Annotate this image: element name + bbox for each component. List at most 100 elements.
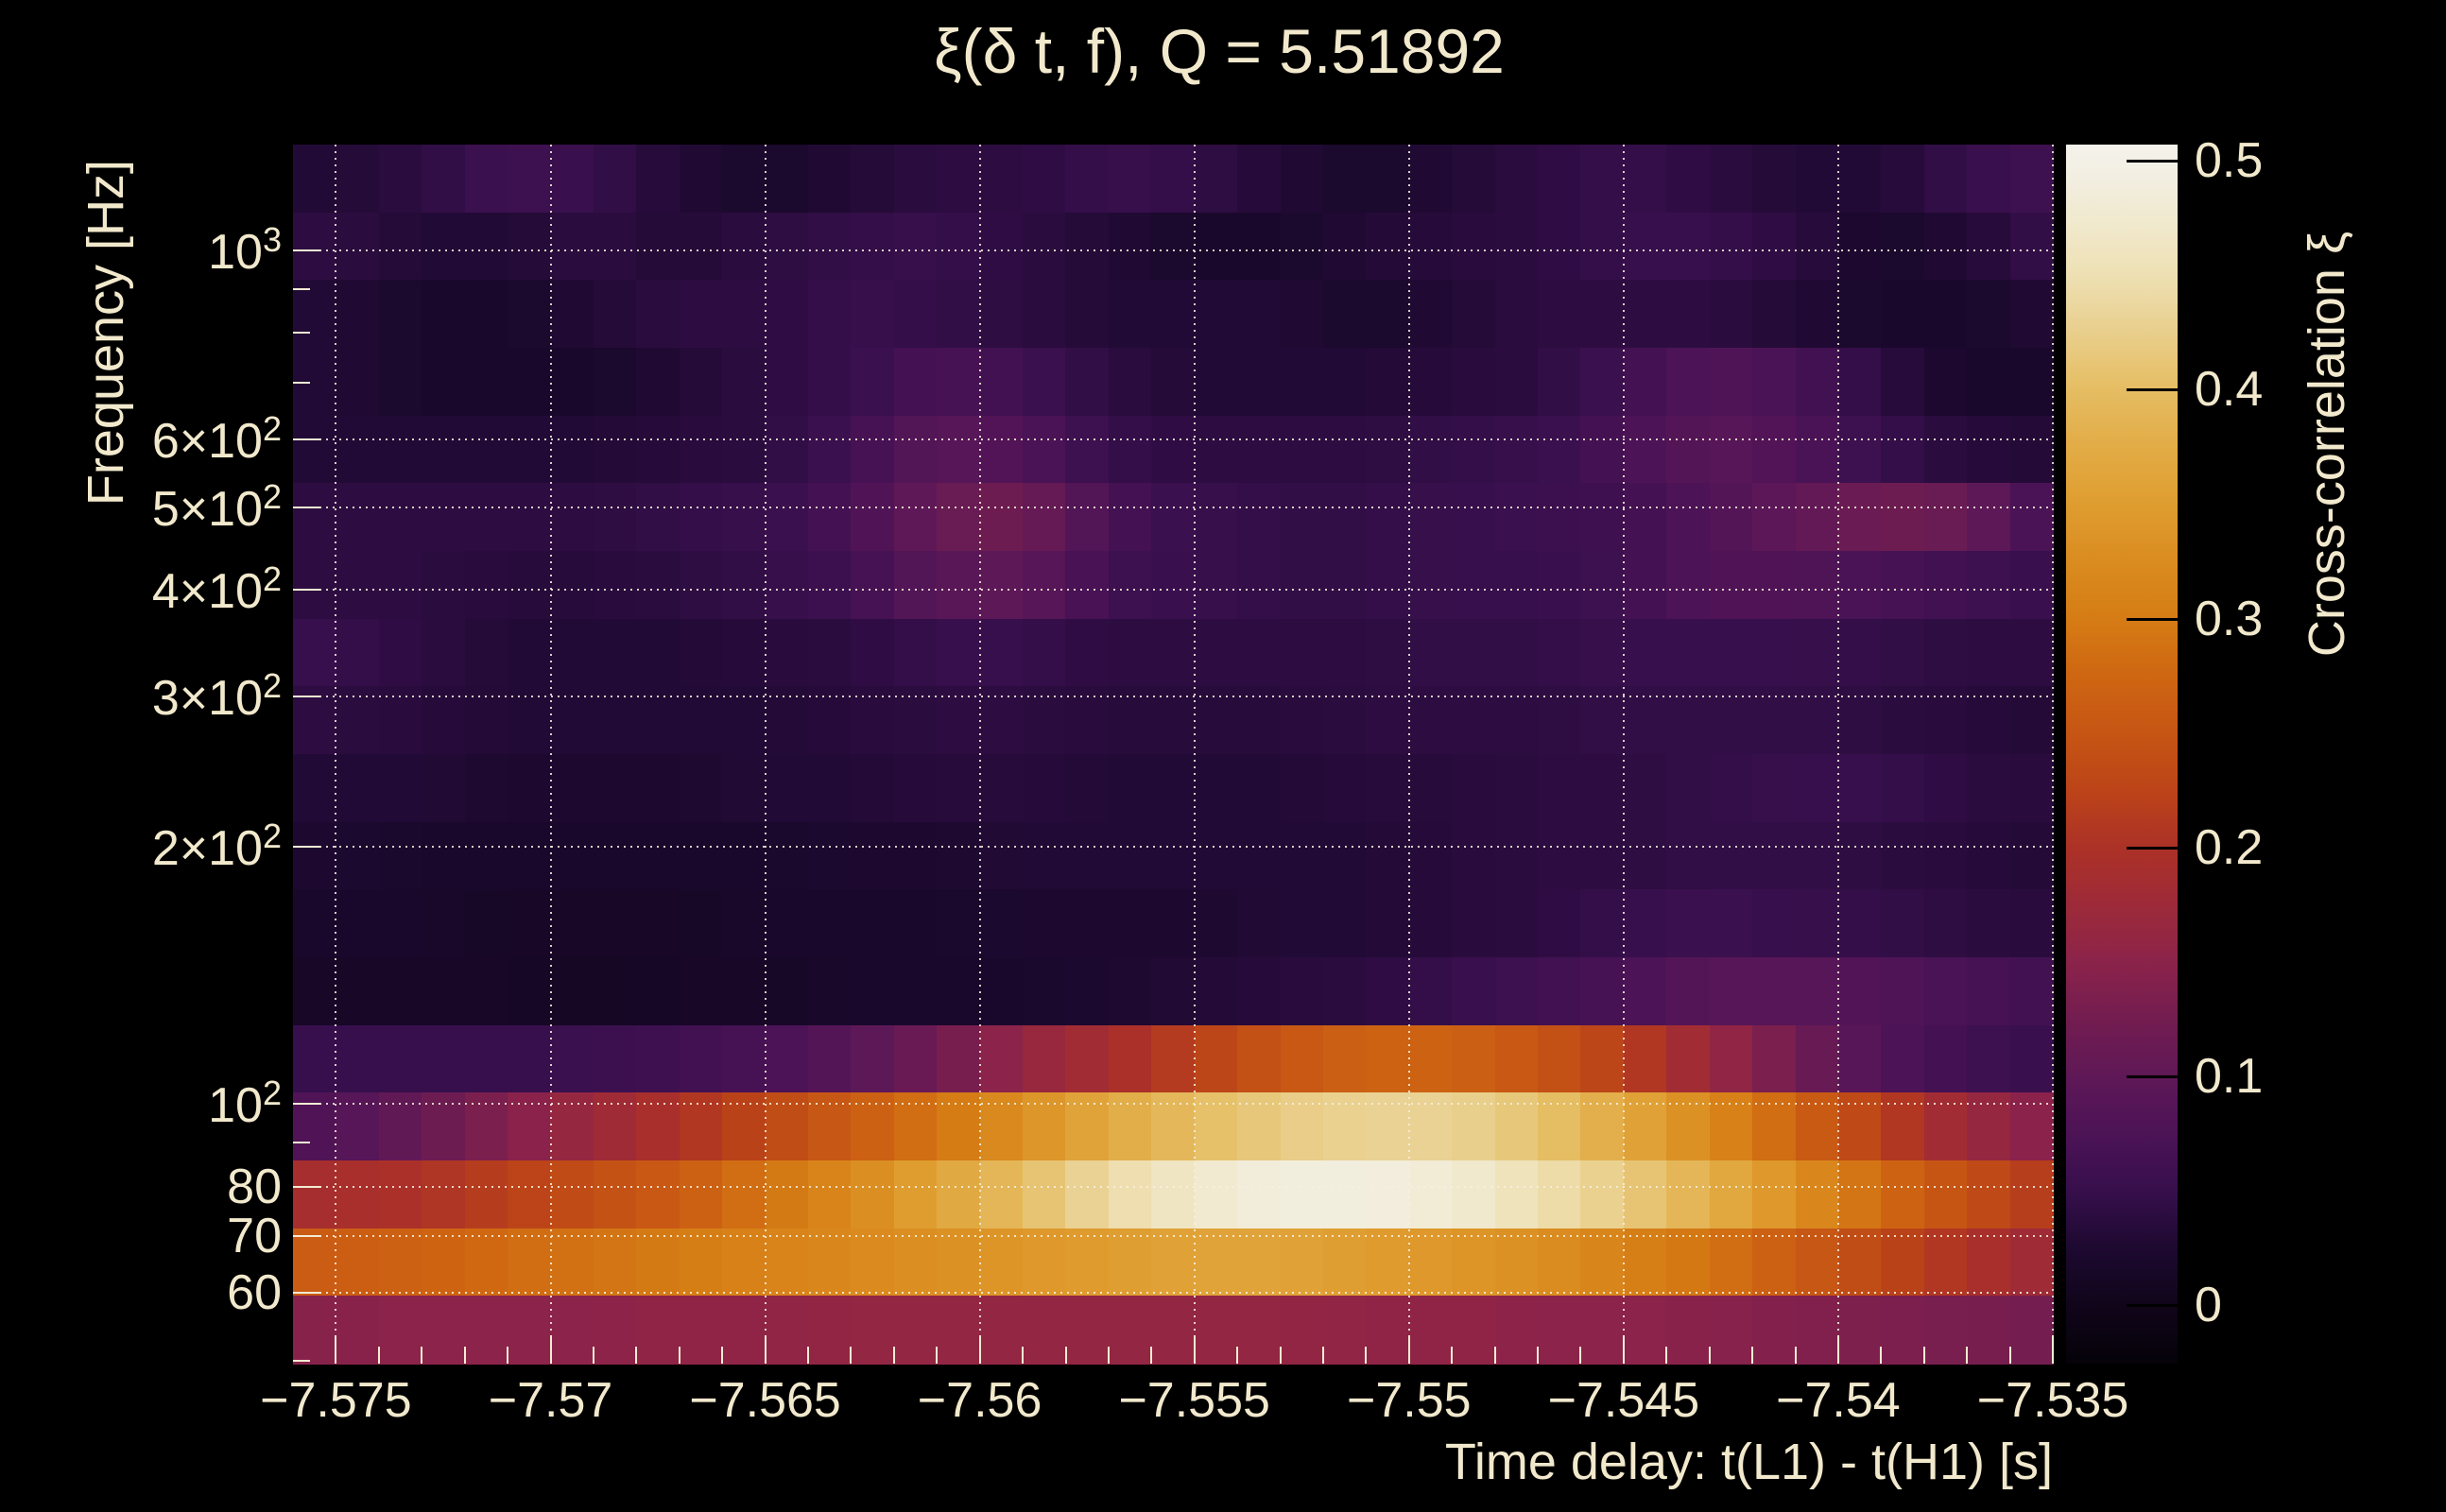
heatmap-cell [1881, 1228, 1925, 1297]
heatmap-cell [1237, 212, 1282, 281]
heatmap-cell [937, 280, 981, 349]
heatmap-cell [851, 1160, 895, 1229]
heatmap-cell [722, 1160, 767, 1229]
heatmap-cell [1452, 754, 1496, 823]
heatmap-cell [1452, 415, 1496, 484]
heatmap-cell [851, 821, 895, 890]
heatmap-cell [765, 1092, 809, 1161]
y-major-tick [293, 249, 321, 251]
heatmap-cell [765, 280, 809, 349]
heatmap-cell [1322, 415, 1367, 484]
heatmap-cell [765, 957, 809, 1026]
heatmap-cell [1494, 145, 1539, 214]
heatmap-cell [336, 618, 380, 687]
y-major-tick [293, 438, 321, 441]
colorbar-tick-label: 0.4 [2195, 362, 2264, 418]
heatmap-plot [293, 145, 2054, 1365]
heatmap-cell [1108, 145, 1152, 214]
heatmap-cell [1151, 551, 1196, 620]
heatmap-cell [807, 1024, 852, 1093]
heatmap-cell [378, 348, 422, 417]
heatmap-cell [1709, 280, 1753, 349]
heatmap-cell [508, 348, 552, 417]
heatmap-cell [1666, 821, 1711, 890]
heatmap-cell [1881, 415, 1925, 484]
heatmap-cell [807, 1160, 852, 1229]
heatmap-cell [1967, 348, 2011, 417]
heatmap-cell [378, 1024, 422, 1093]
heatmap-cell [1795, 1160, 1839, 1229]
heatmap-cell [1194, 348, 1238, 417]
heatmap-cell [937, 1228, 981, 1297]
heatmap-cell [1065, 212, 1110, 281]
heatmap-cell [1752, 1092, 1797, 1161]
heatmap-cell [1494, 1296, 1539, 1365]
heatmap-cell [636, 686, 680, 755]
colorbar-tick-label: 0.3 [2195, 591, 2264, 646]
colorbar-tick-label: 0.5 [2195, 133, 2264, 188]
heatmap-cell [336, 1160, 380, 1229]
heatmap-cell [1065, 957, 1110, 1026]
heatmap-cell [851, 957, 895, 1026]
y-minor-tick [293, 288, 310, 291]
heatmap-cell [550, 145, 594, 214]
heatmap-cell [1023, 348, 1067, 417]
heatmap-cell [2009, 1228, 2054, 1297]
y-major-tick [293, 846, 321, 849]
heatmap-cell [979, 821, 1024, 890]
heatmap-cell [1538, 1228, 1582, 1297]
heatmap-cell [1580, 889, 1625, 958]
heatmap-cell [807, 145, 852, 214]
y-minor-tick [293, 1359, 310, 1362]
heatmap-cell [378, 551, 422, 620]
heatmap-cell [293, 618, 336, 687]
heatmap-cell [1108, 889, 1152, 958]
heatmap-cell [1752, 551, 1797, 620]
heatmap-cell [508, 889, 552, 958]
x-minor-tick [850, 1347, 853, 1364]
heatmap-cell [1408, 280, 1453, 349]
heatmap-cell [807, 483, 852, 552]
heatmap-cell [2009, 821, 2054, 890]
heatmap-cell [2009, 754, 2054, 823]
heatmap-cell [336, 483, 380, 552]
heatmap-cell [1967, 1296, 2011, 1365]
x-minor-tick [1064, 1347, 1067, 1364]
heatmap-cell [1108, 483, 1152, 552]
heatmap-cell [293, 754, 336, 823]
heatmap-cell [1065, 686, 1110, 755]
heatmap-cell [851, 212, 895, 281]
heatmap-cell [1280, 821, 1324, 890]
heatmap-cell [593, 1160, 637, 1229]
heatmap-cell [1752, 889, 1797, 958]
heatmap-cell [1494, 686, 1539, 755]
x-tick-label: −7.565 [689, 1373, 841, 1428]
heatmap-cell [508, 957, 552, 1026]
heatmap-cell [979, 415, 1024, 484]
heatmap-cell [1452, 1024, 1496, 1093]
heatmap-cell [1709, 348, 1753, 417]
heatmap-cell [508, 483, 552, 552]
heatmap-cell [1923, 280, 1968, 349]
heatmap-cell [336, 686, 380, 755]
heatmap-cell [1709, 415, 1753, 484]
heatmap-cell [1023, 415, 1067, 484]
x-minor-tick [1537, 1347, 1539, 1364]
heatmap-cell [508, 415, 552, 484]
heatmap-cell [636, 1024, 680, 1093]
heatmap-cell [1666, 1160, 1711, 1229]
heatmap-cell [1065, 551, 1110, 620]
heatmap-cell [550, 821, 594, 890]
heatmap-cell [464, 280, 508, 349]
x-tick-label: −7.55 [1347, 1373, 1472, 1428]
heatmap-cell [1494, 1092, 1539, 1161]
heatmap-cell [1967, 821, 2011, 890]
x-major-tick [978, 1335, 981, 1364]
heatmap-cell [1837, 821, 1882, 890]
heatmap-cell [336, 821, 380, 890]
heatmap-cell [1923, 821, 1968, 890]
heatmap-cell [722, 551, 767, 620]
colorbar-tick [2127, 388, 2178, 392]
heatmap-cell [550, 415, 594, 484]
